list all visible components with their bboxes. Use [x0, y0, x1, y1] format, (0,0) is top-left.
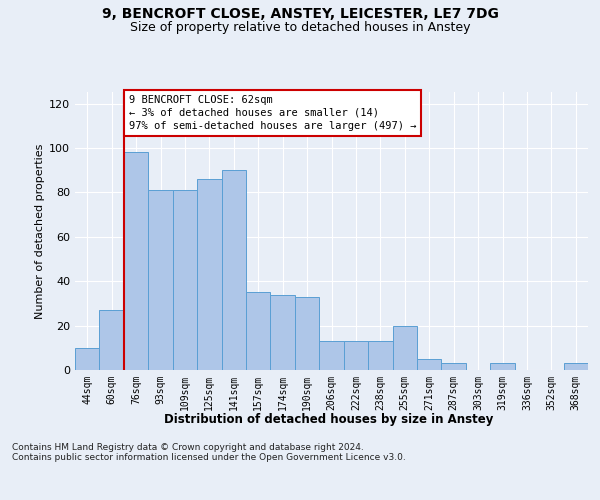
Text: Contains HM Land Registry data © Crown copyright and database right 2024.
Contai: Contains HM Land Registry data © Crown c…	[12, 442, 406, 462]
Bar	[319, 341, 344, 370]
Bar	[246, 292, 271, 370]
Bar	[100, 310, 124, 370]
Bar	[295, 296, 319, 370]
Bar	[197, 179, 221, 370]
Bar	[173, 190, 197, 370]
Bar	[344, 341, 368, 370]
Text: 9 BENCROFT CLOSE: 62sqm
← 3% of detached houses are smaller (14)
97% of semi-det: 9 BENCROFT CLOSE: 62sqm ← 3% of detached…	[129, 94, 416, 131]
Text: 9, BENCROFT CLOSE, ANSTEY, LEICESTER, LE7 7DG: 9, BENCROFT CLOSE, ANSTEY, LEICESTER, LE…	[101, 8, 499, 22]
Y-axis label: Number of detached properties: Number of detached properties	[35, 144, 45, 319]
Bar	[563, 364, 588, 370]
Bar	[221, 170, 246, 370]
Text: Size of property relative to detached houses in Anstey: Size of property relative to detached ho…	[130, 21, 470, 34]
Bar	[490, 364, 515, 370]
Bar	[271, 294, 295, 370]
Bar	[368, 341, 392, 370]
Bar	[417, 359, 442, 370]
Text: Distribution of detached houses by size in Anstey: Distribution of detached houses by size …	[164, 412, 493, 426]
Bar	[124, 152, 148, 370]
Bar	[392, 326, 417, 370]
Bar	[75, 348, 100, 370]
Bar	[148, 190, 173, 370]
Bar	[442, 364, 466, 370]
